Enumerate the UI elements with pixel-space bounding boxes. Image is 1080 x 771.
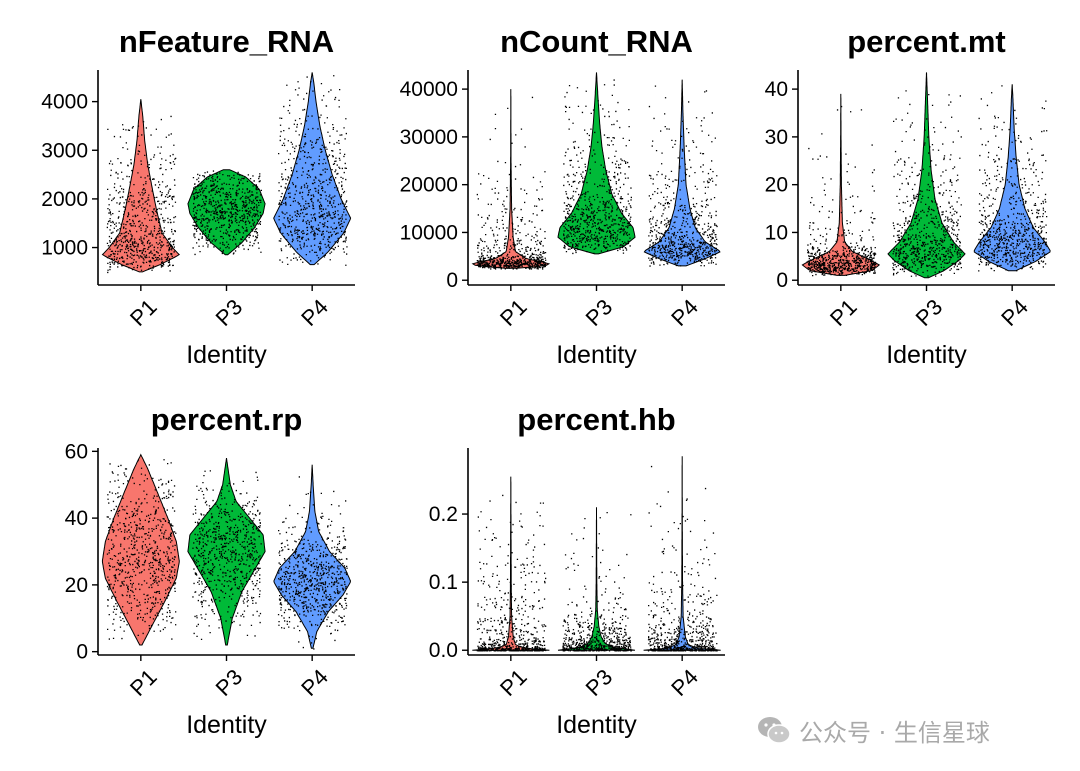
points-P4 — [648, 85, 718, 267]
panel-title: percent.rp — [151, 402, 303, 437]
y-tick-label: 40 — [765, 78, 788, 101]
y-tick-label: 3000 — [41, 139, 88, 162]
y-tick-label: 30 — [765, 126, 788, 149]
points-P3 — [192, 170, 262, 256]
x-tick-label: P1 — [495, 664, 532, 701]
x-tick-label: P4 — [996, 294, 1033, 331]
wechat-icon — [758, 717, 791, 744]
y-tick-label: 20 — [65, 574, 88, 597]
y-tick-label: 0.1 — [429, 571, 458, 594]
point-cloud — [106, 115, 177, 274]
violin-P3 — [557, 507, 636, 651]
y-tick-label: 1000 — [41, 237, 88, 260]
x-tick-label: P3 — [581, 664, 618, 701]
x-tick-label: P3 — [911, 294, 948, 331]
point-cloud — [192, 170, 262, 256]
points-P3 — [192, 470, 262, 640]
point-cloud — [192, 470, 262, 640]
point-cloud — [277, 476, 348, 650]
violin-panel-2: nCount_RNA 0 10000 20000 30000 40000 P1 P3 P4 Ide… — [400, 24, 725, 369]
y-tick-label: 10 — [765, 221, 788, 244]
y-tick-label: 0 — [76, 641, 88, 664]
violin-P1 — [472, 476, 550, 651]
panel-title: percent.mt — [847, 24, 1005, 59]
x-axis-label: Identity — [556, 711, 637, 739]
point-cloud — [806, 105, 877, 277]
violin-P1 — [101, 99, 180, 273]
x-tick-label: P1 — [125, 664, 162, 701]
x-tick-label: P4 — [666, 664, 703, 701]
points-P1 — [476, 494, 547, 652]
violin-P3 — [887, 72, 966, 279]
violin-P4 — [273, 464, 352, 649]
violin-P4 — [273, 72, 352, 266]
point-cloud — [278, 75, 348, 266]
point-cloud — [562, 79, 632, 255]
points-P3 — [562, 79, 632, 255]
violin-panel-3: percent.mt 0 10 20 30 40 P1 P3 P4 Identity — [765, 24, 1055, 369]
y-tick-label: 0.0 — [429, 639, 458, 662]
panel-title: nFeature_RNA — [119, 24, 334, 59]
y-tick-label: 0 — [776, 269, 788, 292]
y-tick-label: 4000 — [41, 91, 88, 114]
x-axis-label: Identity — [186, 341, 267, 369]
points-P3 — [892, 90, 962, 277]
points-P4 — [647, 465, 718, 652]
x-tick-label: P4 — [666, 294, 703, 331]
y-tick-label: 2000 — [41, 188, 88, 211]
violin-P4 — [643, 456, 721, 651]
x-axis-label: Identity — [556, 341, 637, 369]
violin-panel-1: nFeature_RNA 1000 2000 3000 4000 P1 P3 P4 Identi… — [41, 24, 355, 369]
watermark: 公众号 · 生信星球 — [757, 712, 1057, 748]
x-tick-label: P3 — [581, 294, 618, 331]
y-tick-label: 30000 — [400, 126, 458, 149]
x-axis-label: Identity — [886, 341, 967, 369]
violin-P1 — [101, 453, 180, 646]
point-cloud — [892, 90, 962, 277]
violin-P3 — [557, 72, 636, 255]
y-tick-label: 20 — [765, 174, 788, 197]
x-tick-label: P3 — [211, 664, 248, 701]
violin-P1 — [471, 89, 551, 269]
panel-title: percent.hb — [517, 402, 675, 437]
y-tick-label: 20000 — [400, 174, 458, 197]
x-tick-label: P4 — [296, 664, 333, 701]
point-cloud — [648, 85, 718, 267]
x-axis-label: Identity — [186, 711, 267, 739]
point-cloud — [647, 465, 718, 652]
panel-title: nCount_RNA — [500, 24, 693, 59]
points-P3 — [562, 512, 632, 652]
x-tick-label: P1 — [825, 294, 862, 331]
x-tick-label: P1 — [495, 294, 532, 331]
points-P1 — [106, 115, 177, 274]
y-tick-label: 60 — [65, 440, 88, 463]
violin-panel-4: percent.rp 0 20 40 60 P1 P3 P4 Identity — [65, 402, 355, 739]
points-P4 — [278, 75, 348, 266]
points-P4 — [277, 476, 348, 650]
y-tick-label: 10000 — [400, 221, 458, 244]
points-P1 — [806, 105, 877, 277]
watermark-text: 公众号 · 生信星球 — [799, 718, 990, 747]
point-cloud — [562, 512, 632, 652]
point-cloud — [476, 494, 547, 652]
y-tick-label: 0 — [446, 269, 458, 292]
violin-P1 — [801, 93, 881, 276]
x-tick-label: P4 — [296, 294, 333, 331]
y-tick-label: 40 — [65, 507, 88, 530]
y-tick-label: 0.2 — [429, 503, 458, 526]
violin-P3 — [187, 457, 266, 646]
x-tick-label: P1 — [125, 294, 162, 331]
x-tick-label: P3 — [211, 294, 248, 331]
violin-panel-5: percent.hb 0.0 0.1 0.2 P1 P3 P4 Identity — [429, 402, 725, 739]
violin-P4 — [973, 84, 1051, 272]
y-tick-label: 40000 — [400, 78, 458, 101]
